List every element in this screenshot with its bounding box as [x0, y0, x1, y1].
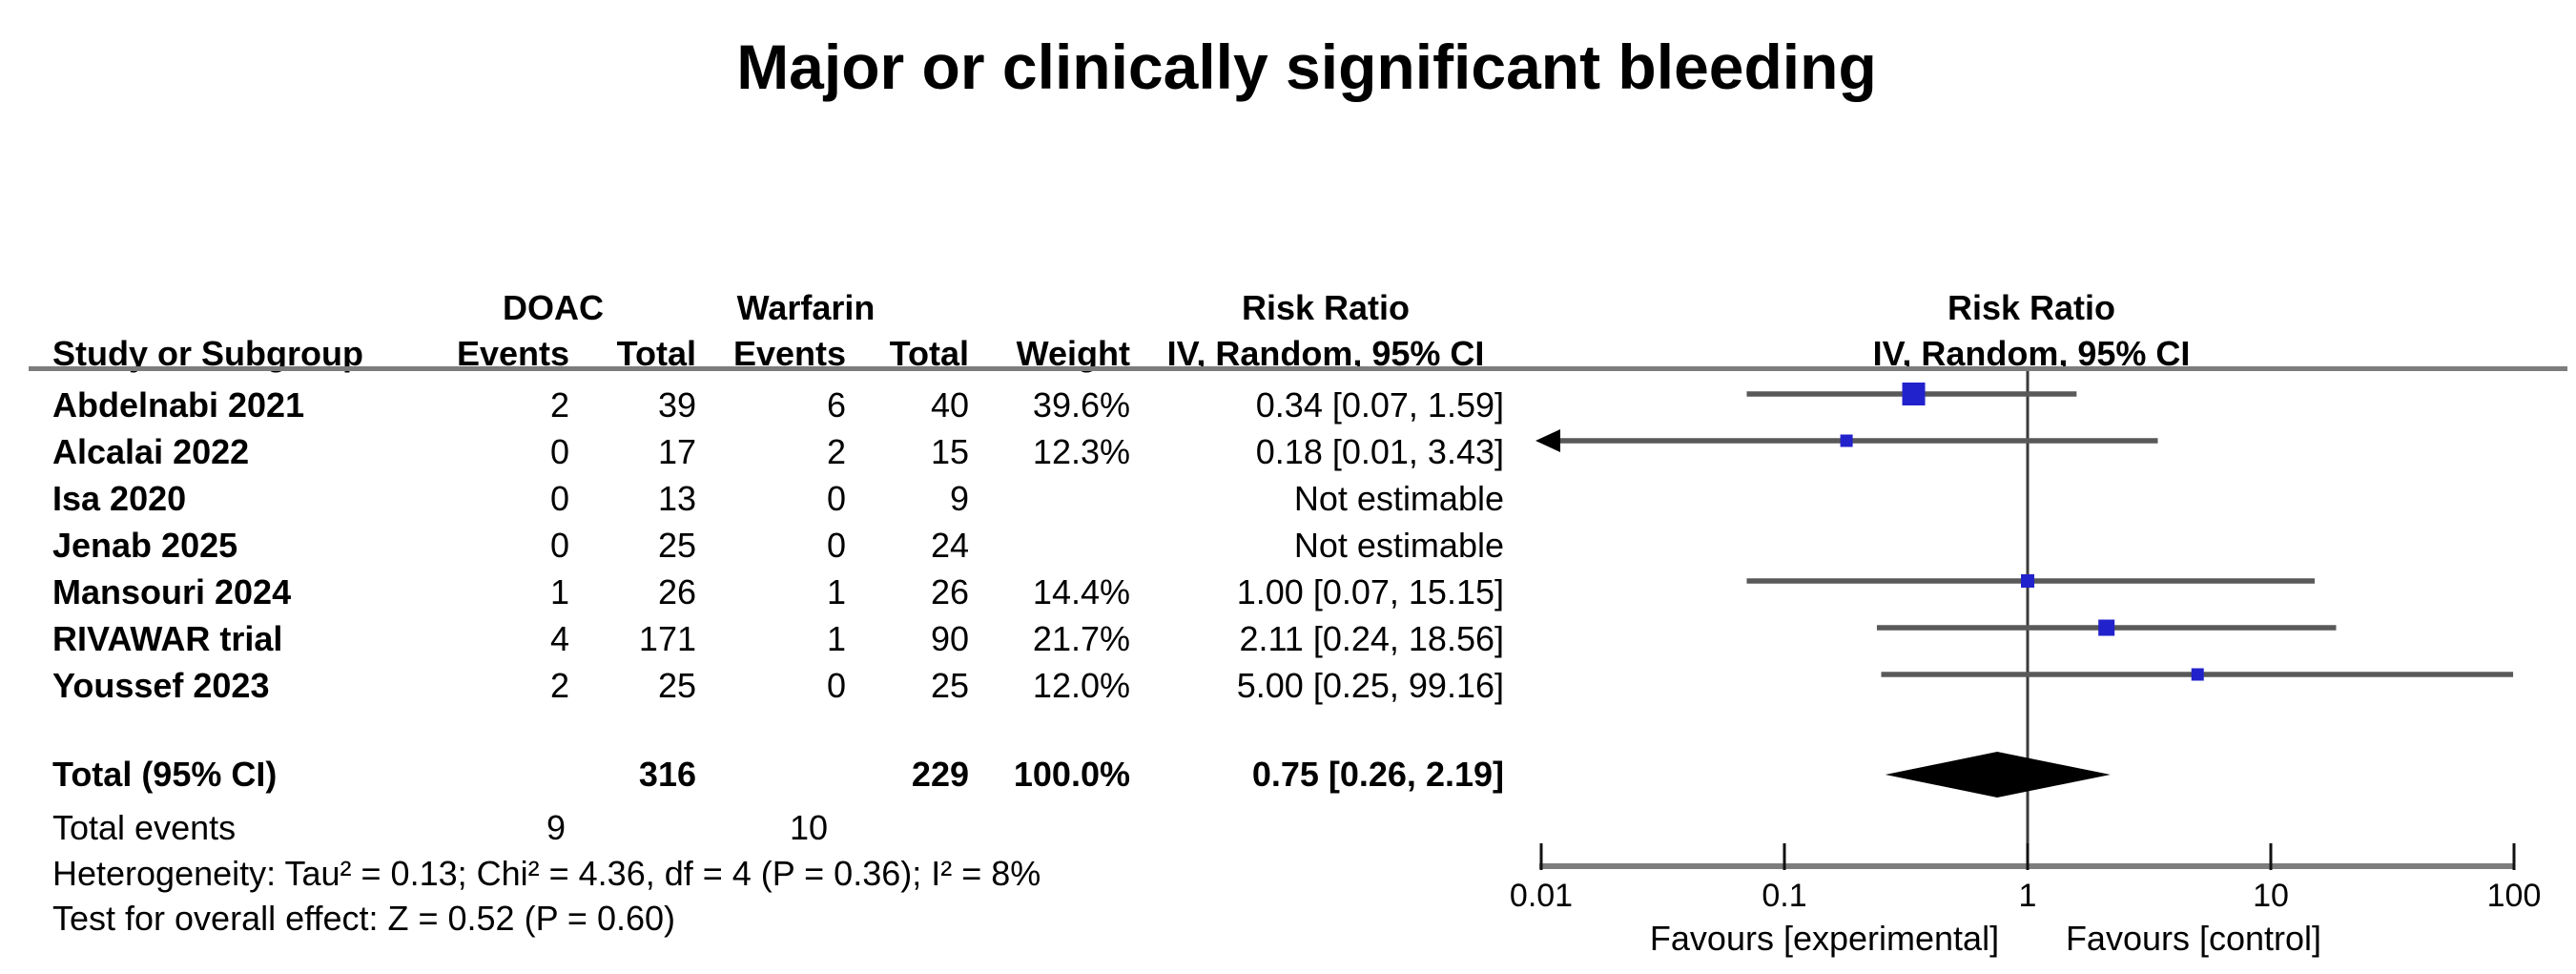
row-e2: 0 [826, 666, 846, 705]
col-group-doac: DOAC [503, 288, 604, 327]
heterogeneity-text: Heterogeneity: Tau² = 0.13; Chi² = 4.36,… [52, 854, 1041, 893]
total-events-warfarin: 10 [789, 808, 828, 847]
axis-tick-label: 0.01 [1509, 878, 1574, 914]
total-doac: 316 [638, 755, 696, 794]
row-t2: 15 [930, 432, 969, 471]
axis-tick-label: 10 [2253, 878, 2289, 914]
row-rr_text: Not estimable [1293, 526, 1504, 565]
row-rr_text: 2.11 [0.24, 18.56] [1239, 619, 1504, 658]
row-study: Abdelnabi 2021 [52, 385, 305, 425]
row-t1: 171 [638, 619, 696, 658]
row-e2: 2 [826, 432, 846, 471]
row-rr_text: Not estimable [1293, 479, 1504, 518]
row-study: Youssef 2023 [52, 666, 270, 705]
axis-tick-label: 1 [2018, 878, 2037, 914]
total-events-label: Total events [52, 808, 237, 847]
row-t2: 40 [930, 385, 969, 425]
col-header-events-warfarin: Events [732, 334, 846, 373]
row-rr_text: 0.34 [0.07, 1.59] [1255, 385, 1504, 425]
row-rr_text: 0.18 [0.01, 3.43] [1255, 432, 1504, 471]
row-weight: 21.7% [1032, 619, 1130, 658]
row-e2: 0 [826, 526, 846, 565]
row-weight: 14.4% [1032, 572, 1130, 611]
axis-tick-label: 0.1 [1762, 878, 1807, 914]
total-weight: 100.0% [1013, 755, 1130, 794]
col-header-iv-left: IV, Random, 95% CI [1166, 334, 1485, 373]
col-header-total-warfarin: Total [889, 334, 969, 373]
col-header-study: Study or Subgroup [52, 334, 363, 373]
plot-title: Major or clinically significant bleeding [736, 31, 1877, 102]
row-e1: 4 [549, 619, 569, 658]
row-weight: 12.3% [1032, 432, 1130, 471]
col-group-risk-ratio-left: Risk Ratio [1241, 288, 1411, 327]
col-group-risk-ratio-right: Risk Ratio [1947, 288, 2116, 327]
row-t1: 26 [657, 572, 696, 611]
row-t1: 17 [657, 432, 696, 471]
row-study: Alcalai 2022 [52, 432, 250, 471]
row-rr_text: 1.00 [0.07, 15.15] [1236, 572, 1504, 611]
row-e1: 2 [549, 666, 569, 705]
row-t2: 90 [930, 619, 969, 658]
row-t2: 25 [930, 666, 969, 705]
effect-square [2098, 619, 2115, 636]
effect-square [1902, 383, 1926, 405]
row-study: Mansouri 2024 [52, 572, 292, 611]
axis-tick-label: 100 [2486, 878, 2542, 914]
row-rr_text: 5.00 [0.25, 99.16] [1236, 666, 1504, 705]
row-study: RIVAWAR trial [52, 619, 283, 658]
row-t2: 26 [930, 572, 969, 611]
row-e2: 1 [826, 572, 846, 611]
overall-effect-text: Test for overall effect: Z = 0.52 (P = 0… [52, 899, 676, 938]
total-row-label: Total (95% CI) [52, 755, 278, 794]
effect-square [1840, 434, 1853, 447]
row-e1: 1 [549, 572, 569, 611]
arrow-left-icon [1535, 429, 1560, 452]
total-warfarin: 229 [911, 755, 969, 794]
total-rr-text: 0.75 [0.26, 2.19] [1251, 755, 1504, 794]
row-e2: 0 [826, 479, 846, 518]
row-t2: 24 [930, 526, 969, 565]
row-e1: 0 [549, 432, 569, 471]
row-weight: 39.6% [1032, 385, 1130, 425]
row-e1: 0 [549, 479, 569, 518]
header-separator-line [29, 366, 2567, 371]
favours-control-label: Favours [control] [2065, 919, 2322, 958]
col-header-iv-right: IV, Random, 95% CI [1872, 334, 2191, 373]
total-events-doac: 9 [546, 808, 566, 847]
favours-experimental-label: Favours [experimental] [1649, 919, 2000, 958]
col-header-total-doac: Total [616, 334, 696, 373]
row-e2: 1 [826, 619, 846, 658]
col-group-warfarin: Warfarin [736, 288, 876, 327]
row-t1: 25 [657, 666, 696, 705]
row-t1: 39 [657, 385, 696, 425]
row-t2: 9 [949, 479, 969, 518]
effect-square [2191, 668, 2204, 681]
row-t1: 25 [657, 526, 696, 565]
row-weight: 12.0% [1032, 666, 1130, 705]
row-t1: 13 [657, 479, 696, 518]
row-e1: 0 [549, 526, 569, 565]
row-study: Isa 2020 [52, 479, 187, 518]
col-header-events-doac: Events [456, 334, 569, 373]
effect-square [2021, 574, 2034, 588]
row-e1: 2 [549, 385, 569, 425]
col-header-weight: Weight [1016, 334, 1130, 373]
summary-diamond [1885, 752, 2111, 798]
row-e2: 6 [826, 385, 846, 425]
row-study: Jenab 2025 [52, 526, 238, 565]
